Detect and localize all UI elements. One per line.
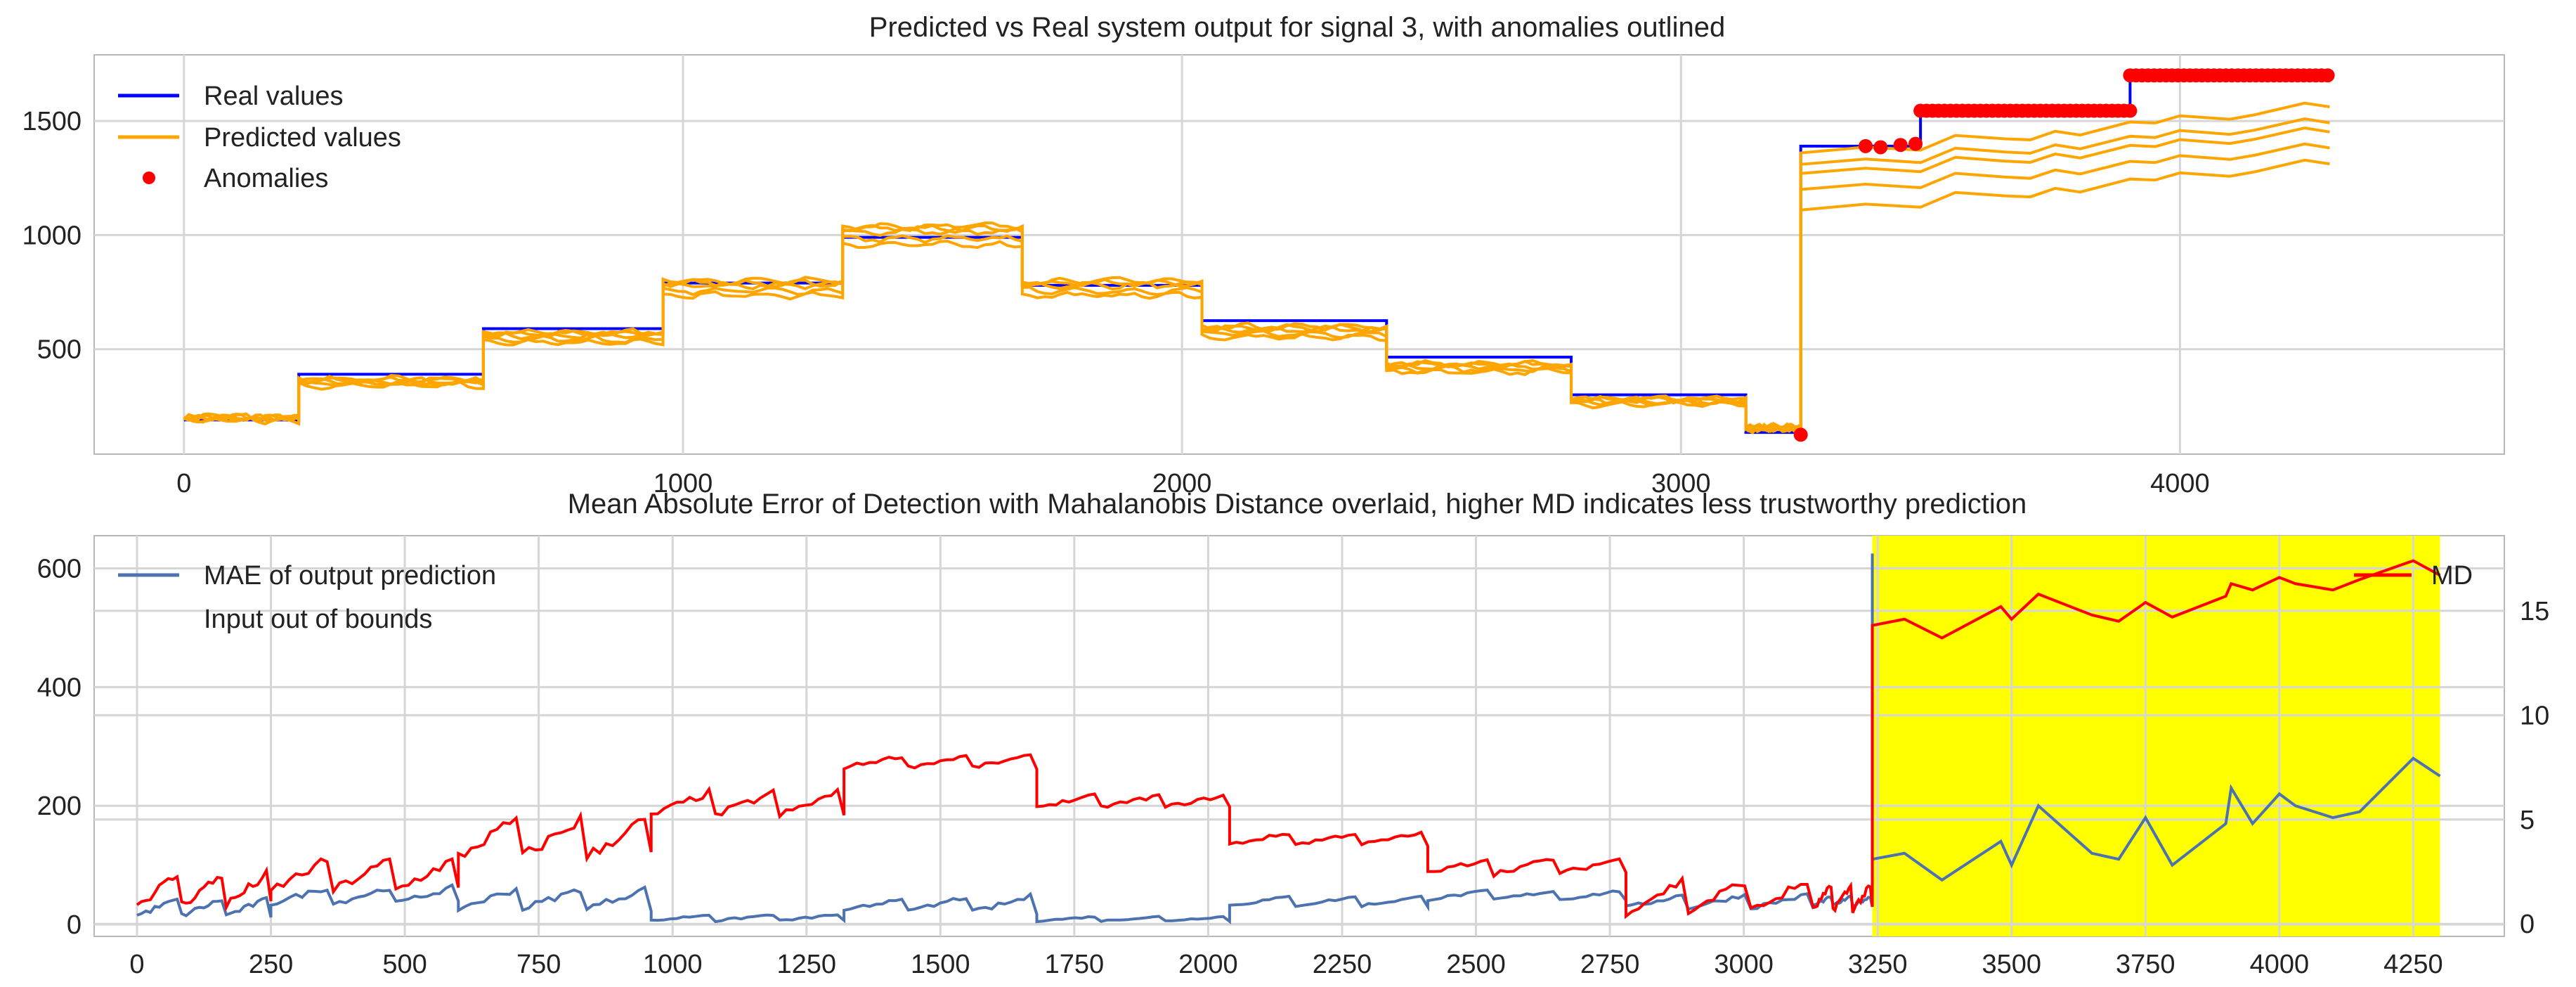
anomaly-point [2123, 103, 2138, 118]
bottom-right-y-tick-label: 15 [2520, 597, 2549, 626]
top-gridlines [94, 55, 2504, 454]
top-x-tick-label: 4000 [2150, 469, 2210, 498]
anomaly-point [1793, 427, 1808, 442]
top-x-tick-label: 1000 [653, 469, 713, 498]
bottom-x-tick-label: 2750 [1580, 950, 1640, 979]
bottom-y-tick-label: 200 [37, 792, 82, 821]
bottom-x-tick-label: 4000 [2250, 950, 2310, 979]
bottom-chart: Mean Absolute Error of Detection with Ma… [37, 489, 2550, 979]
legend-predicted-label: Predicted values [204, 123, 401, 153]
legend-anomalies-label: Anomalies [204, 164, 328, 193]
top-chart-title: Predicted vs Real system output for sign… [869, 12, 1725, 43]
bottom-right-y-tick-label: 5 [2520, 806, 2535, 835]
bottom-x-tick-label: 4250 [2383, 950, 2443, 979]
top-x-tick-label: 0 [176, 469, 191, 498]
bottom-x-tick-label: 2250 [1313, 950, 1372, 979]
legend-md-label: MD [2431, 561, 2473, 591]
anomaly-point [1908, 136, 1923, 151]
predicted-values-lines [183, 101, 2330, 435]
top-plot-frame [93, 54, 2505, 455]
bottom-right-y-tick-labels: 0 5 10 15 [2520, 597, 2549, 939]
bottom-x-tick-label: 3500 [1982, 950, 2041, 979]
bottom-x-tick-labels: 0 250 500 750 1000 1250 1500 1750 2000 2250 2500 27… [129, 950, 2442, 979]
anomaly-point [1859, 138, 1873, 153]
top-legend: Real values Predicted values Anomalies [118, 82, 401, 193]
predicted-values-line [183, 142, 2330, 432]
bottom-right-y-tick-label: 10 [2520, 701, 2549, 730]
bottom-x-tick-label: 3000 [1714, 950, 1774, 979]
bottom-y-tick-label: 600 [37, 554, 82, 583]
bottom-chart-title: Mean Absolute Error of Detection with Ma… [568, 489, 2027, 520]
legend-mae-label: MAE of output prediction [204, 561, 496, 591]
bottom-x-tick-label: 500 [382, 950, 427, 979]
anomaly-point [1893, 138, 1908, 153]
bottom-series-layer [136, 553, 2441, 924]
bottom-x-tick-label: 250 [249, 950, 293, 979]
anomalies-markers [1793, 68, 2335, 442]
bottom-y-tick-label: 0 [67, 910, 82, 940]
bottom-y-tick-label: 400 [37, 673, 82, 702]
anomaly-point [1873, 140, 1888, 155]
bottom-x-tick-label: 750 [516, 950, 561, 979]
legend-anomalies-swatch [143, 172, 155, 184]
bottom-x-tick-label: 0 [129, 950, 144, 979]
top-y-tick-label: 500 [37, 335, 82, 365]
bottom-x-tick-label: 2500 [1446, 950, 1506, 979]
anomaly-point [2320, 68, 2335, 83]
bottom-x-tick-label: 1000 [643, 950, 703, 979]
bottom-x-tick-label: 2000 [1178, 950, 1238, 979]
predicted-values-line [183, 158, 2330, 433]
bottom-x-tick-label: 1250 [776, 950, 836, 979]
top-y-tick-label: 1500 [22, 107, 82, 136]
md-line [136, 559, 2441, 920]
bottom-x-tick-label: 1750 [1045, 950, 1105, 979]
bottom-gridlines [94, 536, 2504, 936]
top-chart: Predicted vs Real system output for sign… [22, 12, 2505, 498]
top-series-layer [183, 68, 2335, 442]
bottom-legend: MAE of output prediction Input out of bo… [118, 561, 2473, 634]
top-y-tick-labels: 500 1000 1500 [22, 107, 82, 365]
bottom-x-tick-label: 3750 [2116, 950, 2175, 979]
bottom-y-tick-labels: 0 200 400 600 [37, 554, 82, 940]
mae-line [136, 553, 2441, 924]
top-y-tick-label: 1000 [22, 221, 82, 250]
top-x-tick-label: 3000 [1651, 469, 1711, 498]
legend-out-of-bounds-label: Input out of bounds [204, 605, 432, 634]
top-x-tick-label: 2000 [1152, 469, 1212, 498]
out-of-bounds-region [1872, 536, 2440, 936]
bottom-right-y-tick-label: 0 [2520, 910, 2535, 939]
top-x-tick-labels: 0 1000 2000 3000 4000 [176, 469, 2209, 498]
legend-real-label: Real values [204, 82, 344, 111]
bottom-x-tick-label: 1500 [911, 950, 970, 979]
bottom-x-tick-label: 3250 [1848, 950, 1908, 979]
